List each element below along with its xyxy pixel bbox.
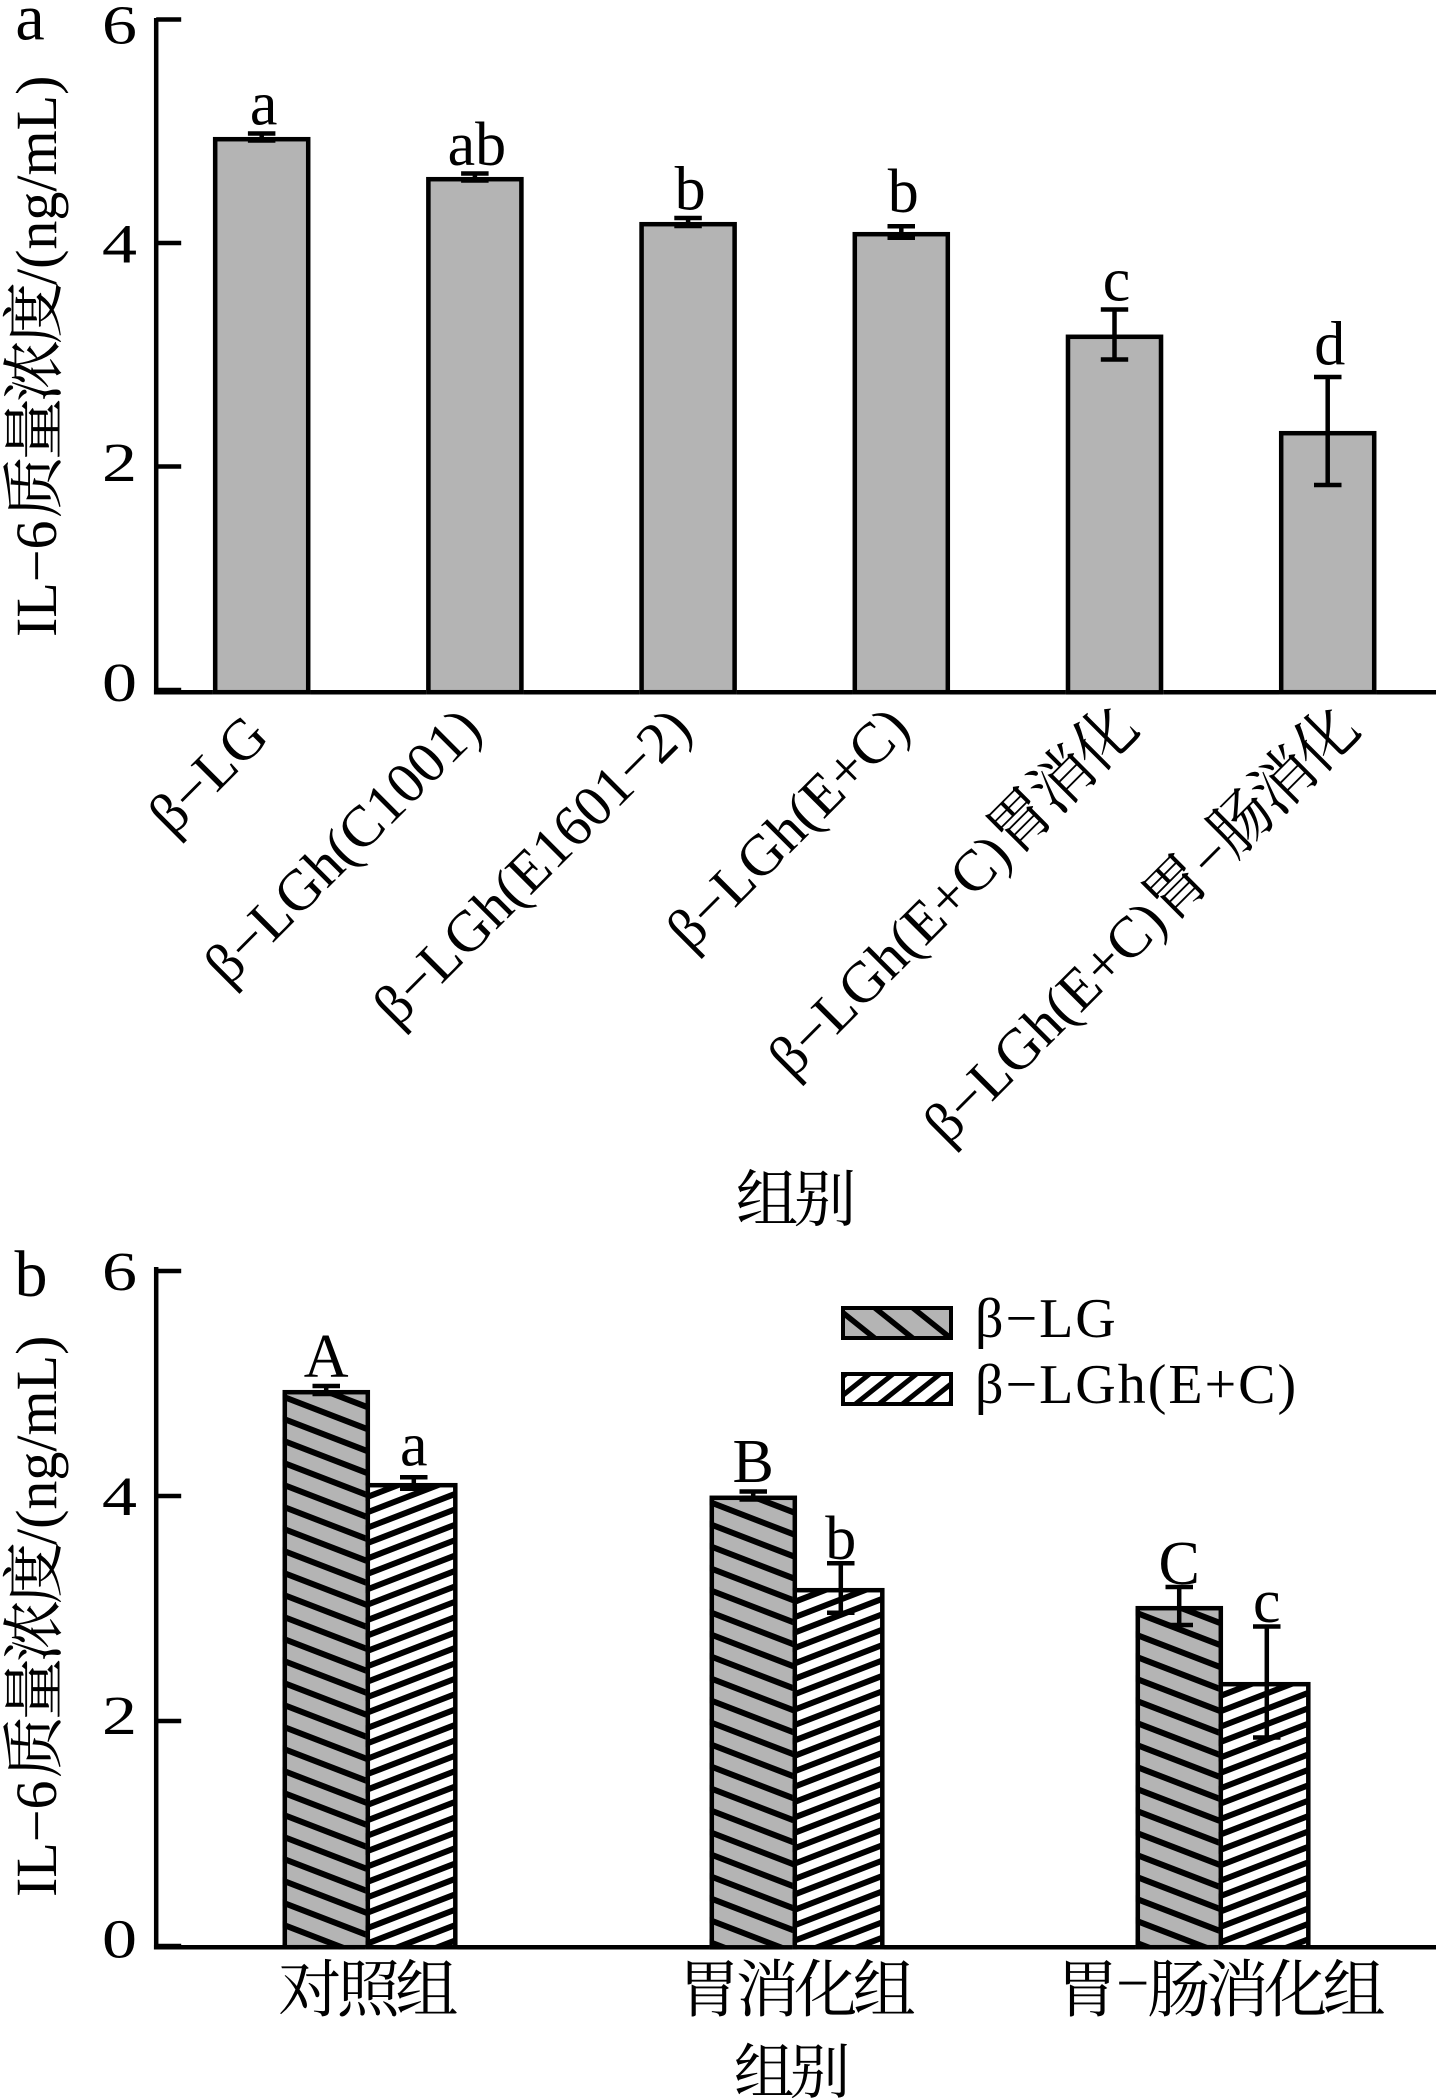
svg-text:β−LGh(E+C): β−LGh(E+C) xyxy=(975,1354,1298,1416)
svg-text:b: b xyxy=(675,156,706,224)
svg-text:−: − xyxy=(1116,1951,1149,2016)
svg-text:b: b xyxy=(825,1505,856,1573)
svg-text:β−LG: β−LG xyxy=(975,1288,1118,1350)
svg-text:B: B xyxy=(733,1428,774,1496)
svg-text:0: 0 xyxy=(102,652,137,713)
svg-text:b: b xyxy=(15,1238,48,1311)
svg-text:a: a xyxy=(15,0,44,55)
svg-text:c: c xyxy=(1103,247,1131,315)
svg-text:A: A xyxy=(304,1323,349,1391)
svg-text:4: 4 xyxy=(102,1466,137,1527)
svg-text:IL−6: IL−6 xyxy=(4,1781,69,1897)
svg-text:d: d xyxy=(1314,311,1345,379)
svg-text:IL−6: IL−6 xyxy=(4,521,69,637)
svg-text:ab: ab xyxy=(448,111,507,179)
svg-text:6: 6 xyxy=(102,1241,137,1302)
svg-text:4: 4 xyxy=(102,214,137,275)
svg-text:2: 2 xyxy=(102,1685,137,1746)
svg-text:2: 2 xyxy=(102,432,137,493)
svg-text:/(ng/mL): /(ng/mL) xyxy=(4,1336,69,1545)
svg-text:a: a xyxy=(250,71,278,139)
svg-text:c: c xyxy=(1253,1568,1281,1636)
svg-text:0: 0 xyxy=(102,1909,137,1970)
svg-text:6: 6 xyxy=(102,0,137,56)
svg-text:/(ng/mL): /(ng/mL) xyxy=(4,76,69,285)
svg-text:C: C xyxy=(1159,1530,1200,1598)
svg-text:b: b xyxy=(888,158,919,226)
svg-text:a: a xyxy=(400,1412,428,1480)
